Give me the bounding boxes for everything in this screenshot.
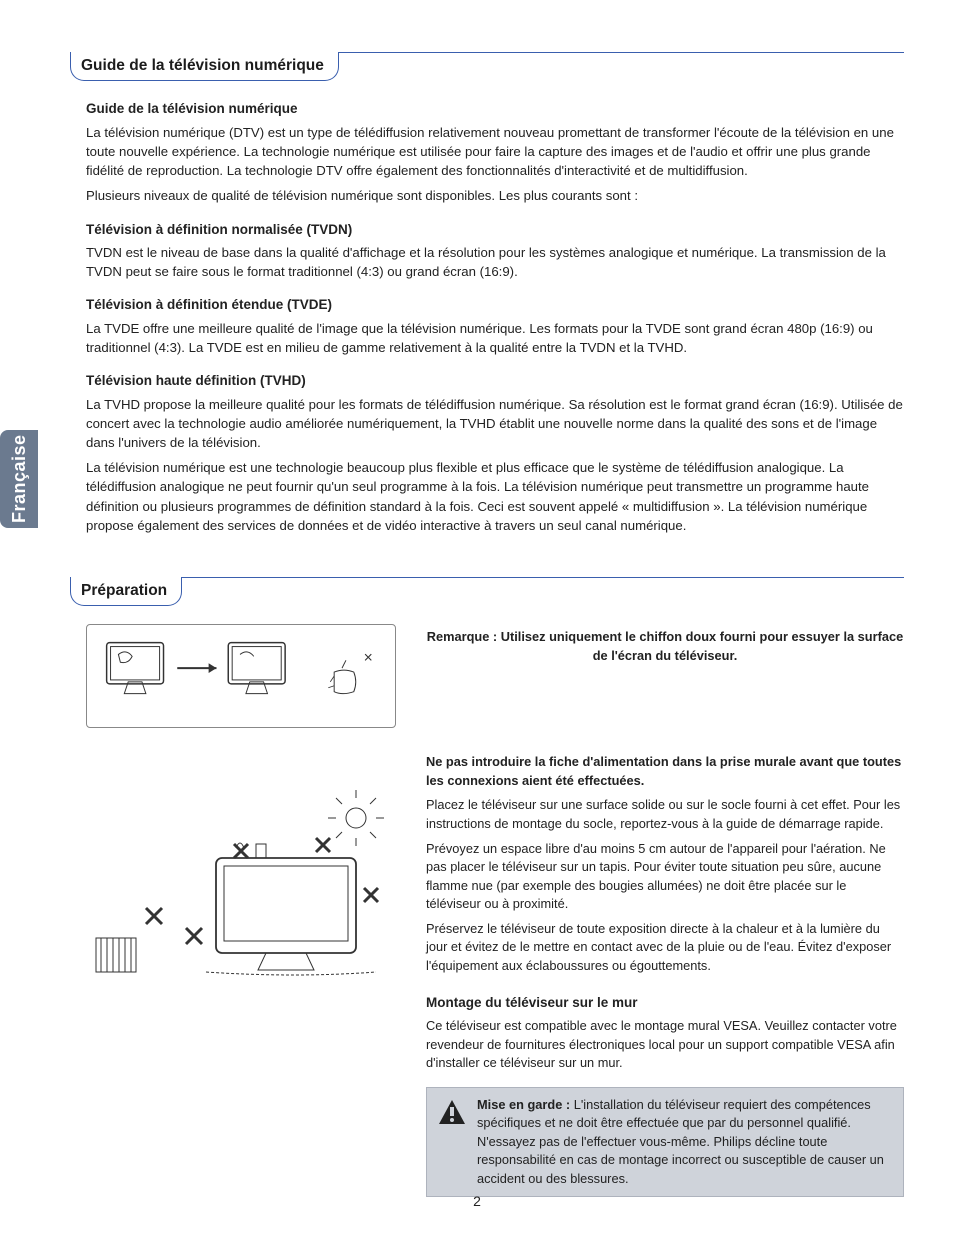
- caution-label: Mise en garde :: [477, 1097, 574, 1112]
- note-label: Remarque :: [427, 629, 501, 644]
- cleaning-illustration: ×: [86, 624, 396, 728]
- paragraph: La TVDE offre une meilleure qualité de l…: [86, 319, 904, 357]
- warning-icon: [437, 1098, 467, 1128]
- paragraph: Placez le téléviseur sur une surface sol…: [426, 796, 904, 833]
- placement-illustration: [86, 788, 396, 988]
- cleaning-note: Remarque : Utilisez uniquement le chiffo…: [426, 628, 904, 665]
- section-heading-wrap: Guide de la télévision numérique: [70, 52, 904, 81]
- section-heading-dtv: Guide de la télévision numérique: [70, 52, 339, 81]
- subheading-tvdn: Télévision à définition normalisée (TVDN…: [86, 220, 904, 240]
- paragraph: Plusieurs niveaux de qualité de télévisi…: [86, 186, 904, 205]
- paragraph: Prévoyez un espace libre d'au moins 5 cm…: [426, 840, 904, 914]
- preparation-illustrations: ×: [86, 624, 396, 1197]
- section-heading-preparation: Préparation: [70, 577, 182, 606]
- subheading-tvhd: Télévision haute définition (TVHD): [86, 371, 904, 391]
- paragraph: Ce téléviseur est compatible avec le mon…: [426, 1017, 904, 1073]
- preparation-text-column: Remarque : Utilisez uniquement le chiffo…: [426, 624, 904, 1197]
- paragraph: Préservez le téléviseur de toute exposit…: [426, 920, 904, 976]
- section1-body: Guide de la télévision numérique La télé…: [70, 99, 904, 534]
- page-content: Guide de la télévision numérique Guide d…: [0, 0, 954, 1227]
- caution-box: Mise en garde : L'installation du télévi…: [426, 1087, 904, 1198]
- note-text: Utilisez uniquement le chiffon doux four…: [501, 629, 903, 663]
- paragraph: La télévision numérique (DTV) est un typ…: [86, 123, 904, 180]
- page-number: 2: [0, 1191, 954, 1211]
- subheading-dtv-guide: Guide de la télévision numérique: [86, 99, 904, 119]
- subheading-wall-mount: Montage du téléviseur sur le mur: [426, 993, 904, 1013]
- section-heading-wrap: Préparation: [70, 577, 904, 606]
- caution-text-wrap: Mise en garde : L'installation du télévi…: [477, 1096, 893, 1189]
- section2-body: ×: [70, 624, 904, 1197]
- subheading-tvde: Télévision à définition étendue (TVDE): [86, 295, 904, 315]
- svg-text:×: ×: [364, 650, 373, 667]
- paragraph: TVDN est le niveau de base dans la quali…: [86, 243, 904, 281]
- paragraph: La TVHD propose la meilleure qualité pou…: [86, 395, 904, 452]
- language-tab: Française: [0, 430, 38, 528]
- paragraph: La télévision numérique est une technolo…: [86, 458, 904, 535]
- power-warning: Ne pas introduire la fiche d'alimentatio…: [426, 753, 904, 790]
